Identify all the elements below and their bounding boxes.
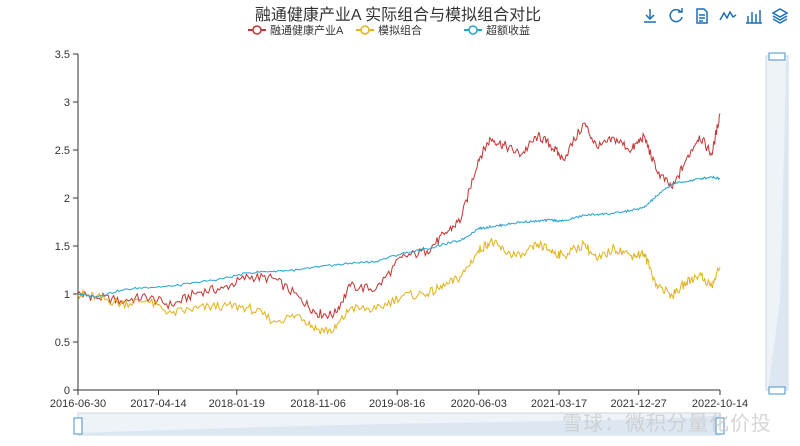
y-tick-label: 0 [64, 385, 70, 397]
legend-label[interactable]: 模拟组合 [378, 23, 422, 37]
y-zoom-handle-top[interactable] [768, 52, 786, 61]
x-zoom-handle-left[interactable] [73, 417, 83, 435]
legend-marker[interactable] [360, 25, 370, 35]
legend-marker[interactable] [468, 25, 478, 35]
refresh-icon[interactable] [666, 6, 686, 26]
y-tick-label: 2.5 [55, 145, 70, 157]
y-zoom-shadow [768, 60, 788, 390]
plot-area [77, 113, 721, 336]
data-view-icon[interactable] [692, 6, 712, 26]
x-tick-label: 2019-08-16 [369, 398, 425, 410]
axes: 0 0.5 1 1.5 2 2.5 3 3.5 2016-06-30 2017-04-14 2018… [50, 49, 748, 410]
series-line [77, 237, 721, 336]
y-tick-label: 3 [64, 97, 70, 109]
y-tick-label: 1.5 [55, 241, 70, 253]
data-zoom[interactable] [73, 52, 789, 436]
bar-chart-icon[interactable] [744, 6, 764, 26]
stack-icon[interactable] [770, 6, 790, 26]
y-zoom-handle-bottom[interactable] [768, 386, 786, 395]
y-tick-label: 1 [64, 289, 70, 301]
x-zoom-shadow [78, 415, 720, 435]
x-tick-label: 2021-12-27 [611, 398, 667, 410]
series-line [77, 113, 721, 320]
y-tick-label: 0.5 [55, 337, 70, 349]
x-tick-label: 2020-06-03 [451, 398, 507, 410]
y-tick-label: 2 [64, 193, 70, 205]
series-line [77, 175, 720, 299]
chart-title: 融通健康产业A 实际组合与模拟组合对比 [255, 6, 541, 24]
legend-label[interactable]: 融通健康产业A [270, 23, 344, 37]
download-icon[interactable] [640, 6, 660, 26]
legend-marker[interactable] [252, 25, 262, 35]
x-tick-label: 2022-10-14 [692, 398, 748, 410]
legend-label[interactable]: 超额收益 [486, 23, 530, 37]
legend[interactable]: 融通健康产业A 模拟组合 超额收益 [248, 23, 530, 37]
x-tick-label: 2018-01-19 [209, 398, 265, 410]
y-tick-label: 3.5 [55, 49, 70, 61]
toolbar [640, 6, 790, 26]
watermark-text: 雪球：微积分量化价投 [562, 413, 772, 435]
x-tick-label: 2016-06-30 [50, 398, 106, 410]
x-tick-label: 2018-11-06 [290, 398, 345, 410]
line-chart-icon[interactable] [718, 6, 738, 26]
x-tick-label: 2021-03-17 [531, 398, 587, 410]
x-tick-label: 2017-04-14 [130, 398, 186, 410]
x-zoom-handle-right[interactable] [715, 417, 725, 435]
